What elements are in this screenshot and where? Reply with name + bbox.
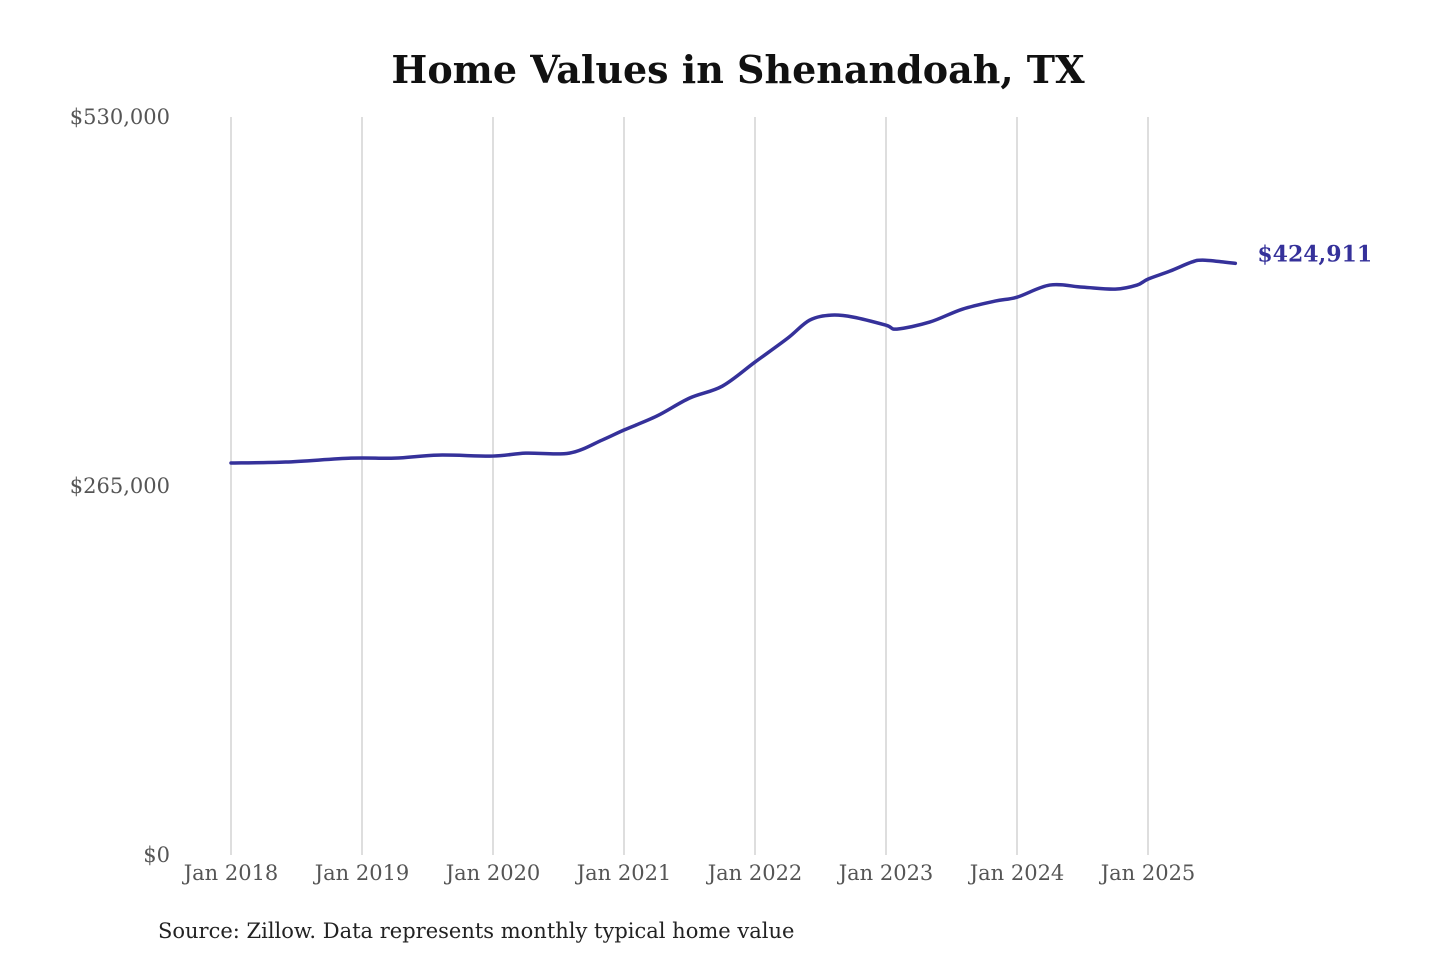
y-tick-label: $530,000 (70, 105, 170, 129)
series-line (229, 258, 1238, 465)
y-axis: $0 $265,000 $530,000 (70, 105, 170, 867)
grid (230, 117, 1149, 855)
x-tick-label: Jan 2019 (313, 861, 410, 885)
x-tick-label: Jan 2020 (444, 861, 541, 885)
x-tick-label: Jan 2021 (575, 861, 672, 885)
y-tick-label: $265,000 (70, 474, 170, 498)
x-tick-label: Jan 2023 (837, 861, 934, 885)
chart-title: Home Values in Shenandoah, TX (391, 47, 1085, 92)
x-tick-label: Jan 2022 (706, 861, 803, 885)
x-tick-label: Jan 2018 (182, 861, 279, 885)
x-tick-label: Jan 2025 (1099, 861, 1196, 885)
end-value-label: $424,911 (1257, 241, 1372, 267)
x-axis: Jan 2018 Jan 2019 Jan 2020 Jan 2021 Jan 2022… (182, 861, 1196, 885)
x-tick-label: Jan 2024 (968, 861, 1065, 885)
y-tick-label: $0 (143, 843, 170, 867)
source-note: Source: Zillow. Data represents monthly … (158, 919, 794, 943)
